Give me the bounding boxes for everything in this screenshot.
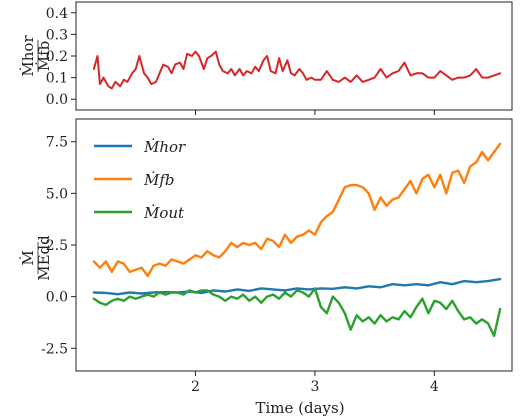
- bottom-y-tick-label: 5.0: [46, 186, 68, 202]
- bottom-y-ticks: -2.5 0.0 2.5 5.0 7.5: [41, 135, 76, 357]
- bottom-x-ticks: 2 3 4: [191, 371, 439, 395]
- x-tick-label: 2: [191, 379, 200, 395]
- legend-label-0: Ṁhor: [143, 138, 186, 156]
- top-panel: 0.0 0.1 0.2 0.3 0.4 Ṁhor Ṁfb: [19, 1, 513, 115]
- top-y-tick-label: 0.2: [46, 49, 68, 65]
- top-y-ticks: 0.0 0.1 0.2 0.3 0.4: [46, 6, 76, 108]
- bottom-y-tick-label: 2.5: [46, 238, 68, 254]
- legend: Ṁhor Ṁfb Ṁout: [94, 138, 186, 222]
- bottom-y-tick-label: 0.0: [46, 290, 68, 306]
- top-y-label: Ṁhor Ṁfb: [19, 35, 53, 77]
- legend-label-2: Ṁout: [143, 204, 185, 222]
- top-series-line-0: [92, 50, 502, 90]
- top-y-tick-label: 0.1: [46, 71, 68, 87]
- top-y-tick-label: 0.4: [46, 6, 68, 22]
- top-y-tick-label: 0.3: [46, 27, 68, 43]
- top-ylabel-denominator: Ṁfb: [35, 41, 53, 72]
- bottom-series-line-1: [92, 142, 502, 278]
- bottom-plot-frame: [75, 118, 513, 372]
- bottom-panel: -2.5 0.0 2.5 5.0 7.5 2 3 4 Ṁ MEdd Ṁhor Ṁfb Ṁout: [19, 118, 513, 395]
- x-axis-label: Time (days): [255, 399, 344, 417]
- legend-label-1: Ṁfb: [143, 171, 175, 189]
- bottom-series-line-2: [92, 287, 502, 338]
- top-plot-frame: [75, 1, 513, 111]
- bottom-series: [92, 142, 502, 338]
- bottom-y-tick-label: -2.5: [41, 341, 68, 357]
- bottom-ylabel-denominator: MEdd: [35, 235, 53, 281]
- x-tick-label: 3: [310, 379, 319, 395]
- top-series: [92, 50, 502, 90]
- top-ylabel-numerator: Ṁhor: [19, 35, 37, 77]
- bottom-ylabel-numerator: Ṁ: [19, 250, 37, 265]
- top-y-tick-label: 0.0: [46, 92, 68, 108]
- bottom-y-label: Ṁ MEdd: [19, 235, 53, 281]
- bottom-y-tick-label: 7.5: [46, 135, 68, 151]
- x-tick-label: 4: [430, 379, 439, 395]
- top-x-ticks: [194, 110, 435, 115]
